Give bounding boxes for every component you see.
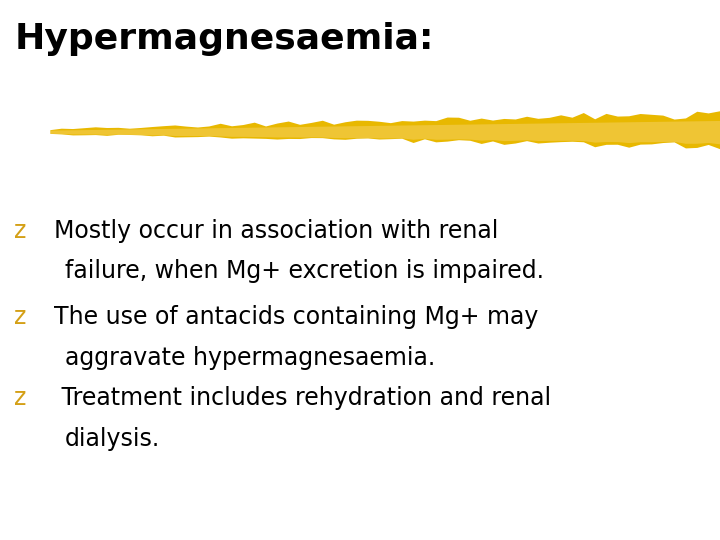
Text: dialysis.: dialysis. (65, 427, 160, 450)
Text: Mostly occur in association with renal: Mostly occur in association with renal (54, 219, 498, 242)
Text: z: z (14, 219, 27, 242)
Text: Hypermagnesaemia:: Hypermagnesaemia: (14, 22, 433, 56)
Text: z: z (14, 386, 27, 410)
Text: aggravate hypermagnesaemia.: aggravate hypermagnesaemia. (65, 346, 435, 369)
Text: failure, when Mg+ excretion is impaired.: failure, when Mg+ excretion is impaired. (65, 259, 544, 283)
Text: z: z (14, 305, 27, 329)
Polygon shape (50, 111, 720, 149)
Text: The use of antacids containing Mg+ may: The use of antacids containing Mg+ may (54, 305, 539, 329)
Polygon shape (50, 121, 720, 144)
Text: Treatment includes rehydration and renal: Treatment includes rehydration and renal (54, 386, 551, 410)
